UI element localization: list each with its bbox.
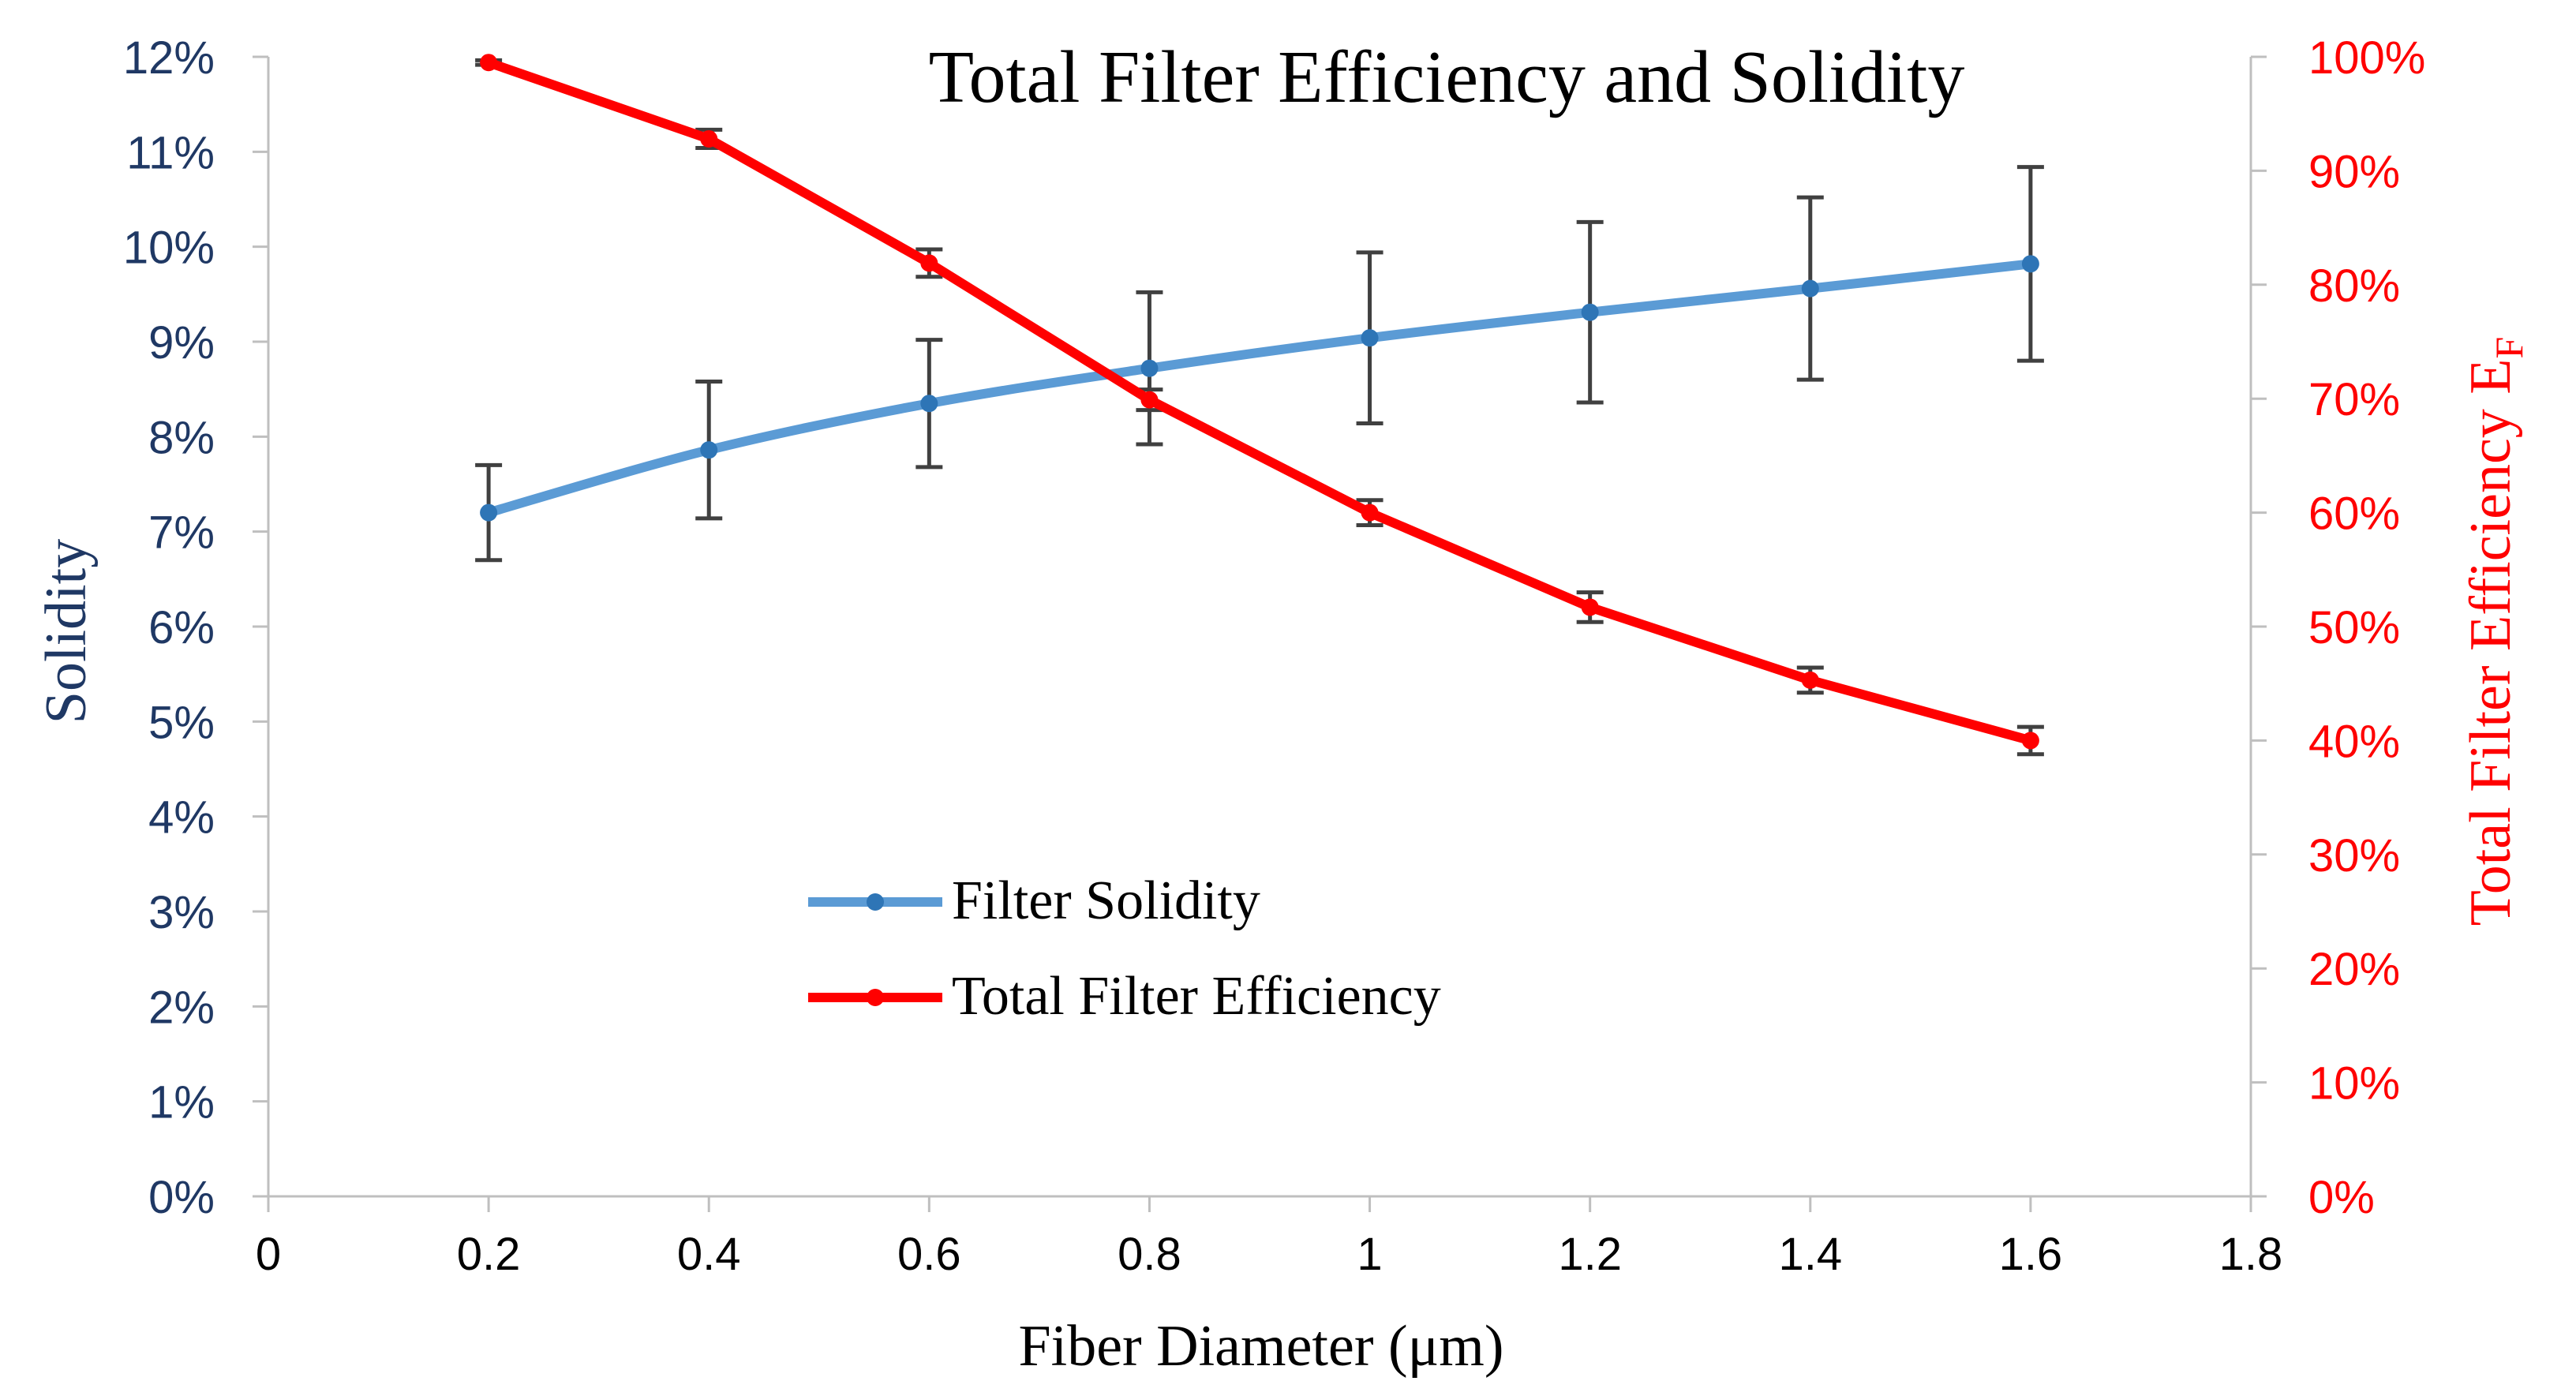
axes-layer: 0 0.2 0.4 0.6 0.8 1 1.2 1.4 1.6 1.8 0% 1% 2% 3% 4% 5% 6%…	[123, 32, 2425, 1280]
total-filter-efficiency-point	[480, 54, 498, 72]
total-filter-efficiency-point	[2021, 732, 2039, 750]
error-bars-layer	[475, 58, 2044, 757]
y-left-tick-label: 7%	[148, 507, 215, 559]
y-left-tick-label: 9%	[148, 317, 215, 369]
y-left-tick-label: 1%	[148, 1077, 215, 1128]
filter-solidity-point	[1361, 329, 1379, 347]
x-tick-label: 0.2	[457, 1229, 521, 1280]
x-tick-label: 1.6	[1999, 1229, 2063, 1280]
total-filter-efficiency-point	[1801, 671, 1819, 689]
y-left-tick-label: 6%	[148, 602, 215, 653]
y-right-tick-label: 60%	[2308, 488, 2400, 540]
y-left-tick-label: 0%	[148, 1172, 215, 1223]
x-axis-label: Fiber Diameter (μm)	[1018, 1314, 1503, 1379]
y-right-tick-label: 20%	[2308, 944, 2400, 995]
y-right-tick-label: 40%	[2308, 716, 2400, 767]
x-tick-label: 1	[1357, 1229, 1382, 1280]
y-axis-right-label-subscript: F	[2487, 337, 2531, 359]
filter-solidity-point	[480, 503, 498, 522]
y-right-tick-label: 70%	[2308, 374, 2400, 425]
filter-solidity-point	[700, 441, 718, 459]
x-tick-label: 0.8	[1118, 1229, 1181, 1280]
total-filter-efficiency-point	[700, 129, 718, 148]
legend-efficiency-marker	[867, 989, 884, 1006]
chart-title: Total Filter Efficiency and Solidity	[929, 36, 1965, 118]
y-right-tick-label: 100%	[2308, 32, 2425, 84]
y-left-tick-label: 8%	[148, 412, 215, 463]
x-tick-label: 0.4	[677, 1229, 741, 1280]
y-right-tick-label: 50%	[2308, 602, 2400, 653]
y-right-tick-label: 90%	[2308, 146, 2400, 197]
x-tick-label: 1.8	[2219, 1229, 2283, 1280]
total-filter-efficiency-point	[920, 254, 938, 272]
y-left-tick-label: 11%	[126, 127, 215, 178]
y-axis-right-label-main: Total Filter Efficiency E	[2458, 358, 2523, 926]
filter-solidity-point	[2021, 255, 2039, 273]
y-axis-left-label: Solidity	[34, 539, 99, 724]
y-left-tick-label: 2%	[148, 982, 215, 1033]
y-left-tick-label: 12%	[123, 32, 215, 84]
x-tick-label: 1.4	[1778, 1229, 1842, 1280]
filter-solidity-point	[1801, 279, 1819, 298]
total-filter-efficiency-line	[484, 58, 2035, 746]
y-right-tick-label: 10%	[2308, 1058, 2400, 1110]
total-filter-efficiency-point	[1361, 503, 1379, 522]
filter-solidity-point	[920, 395, 938, 413]
y-right-tick-label: 30%	[2308, 830, 2400, 881]
x-tick-label: 0	[256, 1229, 281, 1280]
total-filter-efficiency-point	[1581, 598, 1599, 616]
legend: Filter Solidity Total Filter Efficiency	[808, 870, 1441, 1027]
series-layer	[480, 54, 2039, 750]
y-axis-right-label: Total Filter Efficiency EF	[2458, 337, 2531, 926]
legend-efficiency-label: Total Filter Efficiency	[952, 966, 1441, 1027]
legend-solidity-marker	[867, 893, 884, 911]
y-right-tick-label: 80%	[2308, 260, 2400, 312]
y-left-tick-label: 5%	[148, 697, 215, 748]
legend-solidity-label: Filter Solidity	[952, 870, 1260, 931]
y-left-tick-label: 10%	[123, 223, 215, 274]
filter-solidity-point	[1140, 359, 1159, 377]
x-tick-label: 1.2	[1558, 1229, 1622, 1280]
filter-solidity-line	[484, 259, 2035, 518]
filter-solidity-point	[1581, 303, 1599, 321]
total-filter-efficiency-point	[1140, 391, 1159, 409]
y-left-tick-label: 3%	[148, 887, 215, 938]
y-right-tick-label: 0%	[2308, 1172, 2375, 1223]
y-left-tick-label: 4%	[148, 792, 215, 844]
x-tick-label: 0.6	[897, 1229, 961, 1280]
